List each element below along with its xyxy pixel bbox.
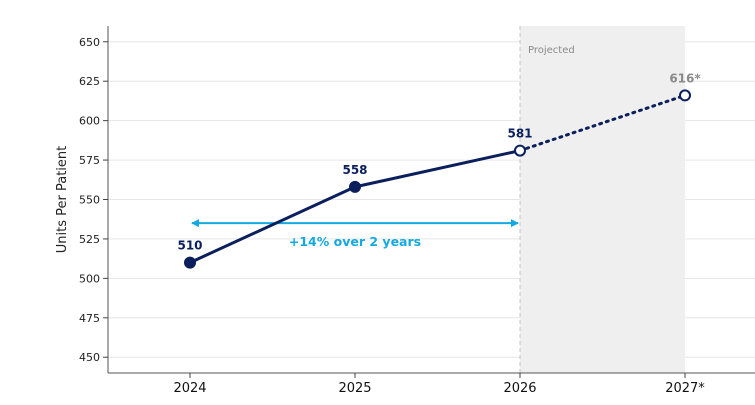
x-tick-labels: 2024 2025 2026 2027* — [173, 373, 705, 396]
x-tick-label: 2027* — [665, 381, 705, 396]
data-point-open — [679, 89, 691, 102]
y-tick-label: 450 — [79, 351, 100, 364]
data-label: 510 — [177, 239, 202, 253]
growth-annotation-text: +14% over 2 years — [289, 234, 421, 249]
y-tick-label: 600 — [79, 115, 100, 128]
data-label: 616* — [669, 71, 701, 85]
x-tick-label: 2025 — [338, 381, 371, 396]
data-point — [349, 180, 361, 193]
projected-region — [520, 26, 685, 373]
data-point-open — [514, 144, 526, 157]
data-label: 558 — [342, 163, 367, 177]
data-label: 581 — [507, 127, 532, 141]
y-tick-label: 550 — [79, 194, 100, 207]
grid-lines — [108, 41, 755, 358]
y-tick-label: 575 — [79, 154, 100, 167]
y-tick-label: 625 — [79, 75, 100, 88]
y-tick-labels: 450 475 500 525 550 575 600 625 650 — [79, 36, 108, 364]
y-axis-label: Units Per Patient — [55, 146, 70, 254]
projected-line — [518, 93, 687, 153]
y-tick-label: 475 — [79, 312, 100, 325]
y-tick-label: 500 — [79, 272, 100, 285]
growth-annotation: +14% over 2 years — [191, 219, 519, 249]
x-tick-label: 2024 — [173, 381, 206, 396]
data-points — [184, 89, 691, 269]
data-point — [184, 256, 196, 269]
data-labels: 510 558 581 616* — [177, 71, 701, 252]
y-tick-label: 525 — [79, 233, 100, 246]
x-tick-label: 2026 — [503, 381, 536, 396]
y-tick-label: 650 — [79, 36, 100, 49]
projected-label: Projected — [528, 45, 575, 56]
